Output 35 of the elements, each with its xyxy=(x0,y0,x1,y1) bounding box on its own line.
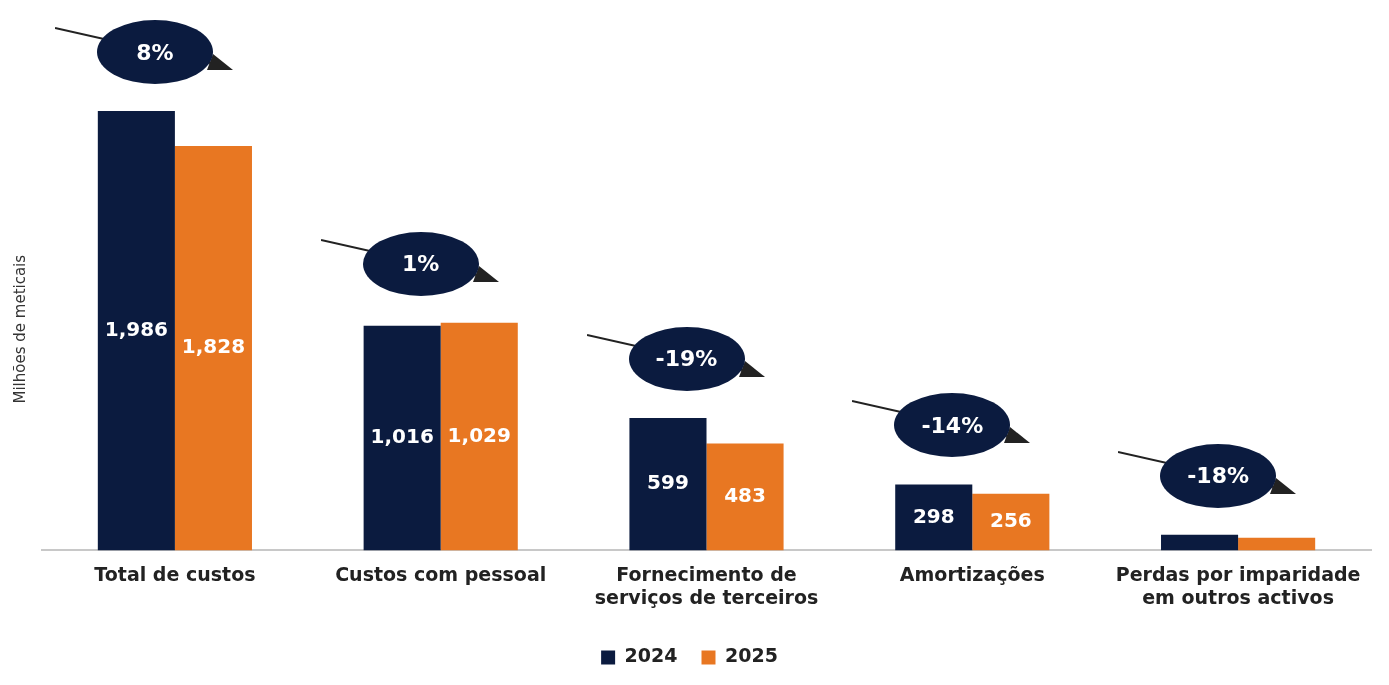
bar xyxy=(363,325,441,551)
bar xyxy=(629,417,707,551)
data-label: 1,828 xyxy=(181,334,246,359)
data-label: 1,986 xyxy=(104,316,168,341)
annotation: 1% xyxy=(402,251,440,277)
data-label: 298 xyxy=(912,503,955,528)
oval-badge: -18% xyxy=(1160,443,1277,508)
data-label: 1,029 xyxy=(447,422,511,447)
annotation: -18% xyxy=(1187,463,1249,489)
bar xyxy=(97,111,175,551)
bar xyxy=(440,322,518,551)
bar xyxy=(174,146,252,551)
data-label: 1,016 xyxy=(370,424,434,449)
bar xyxy=(895,484,973,551)
bar xyxy=(706,443,784,551)
oval-badge: 1% xyxy=(362,231,479,296)
oval-badge: -19% xyxy=(628,326,745,391)
x-tick-label: Custos com pessoal xyxy=(335,562,547,585)
legend-label: 2025 xyxy=(725,644,778,667)
x-tick-label: Amortizações xyxy=(899,562,1045,585)
y-axis-title: Milhões de meticais xyxy=(10,254,29,404)
x-tick-label: Fornecimento de serviços de terceiros xyxy=(594,562,819,608)
annotation: -19% xyxy=(655,346,718,372)
bar xyxy=(1238,537,1316,551)
bar xyxy=(972,493,1050,551)
x-tick-label: Perdas por imparidade em outros activos xyxy=(1115,562,1361,608)
legend-label: 2024 xyxy=(624,644,678,667)
annotation: -14% xyxy=(921,412,984,438)
data-label: 256 xyxy=(989,508,1032,533)
bar xyxy=(1161,534,1239,551)
x-tick-label: Total de custos xyxy=(94,562,256,585)
oval-badge: 8% xyxy=(96,20,213,85)
data-label: 483 xyxy=(724,483,766,508)
oval-badge: -14% xyxy=(894,393,1011,458)
data-label: 599 xyxy=(647,470,689,495)
